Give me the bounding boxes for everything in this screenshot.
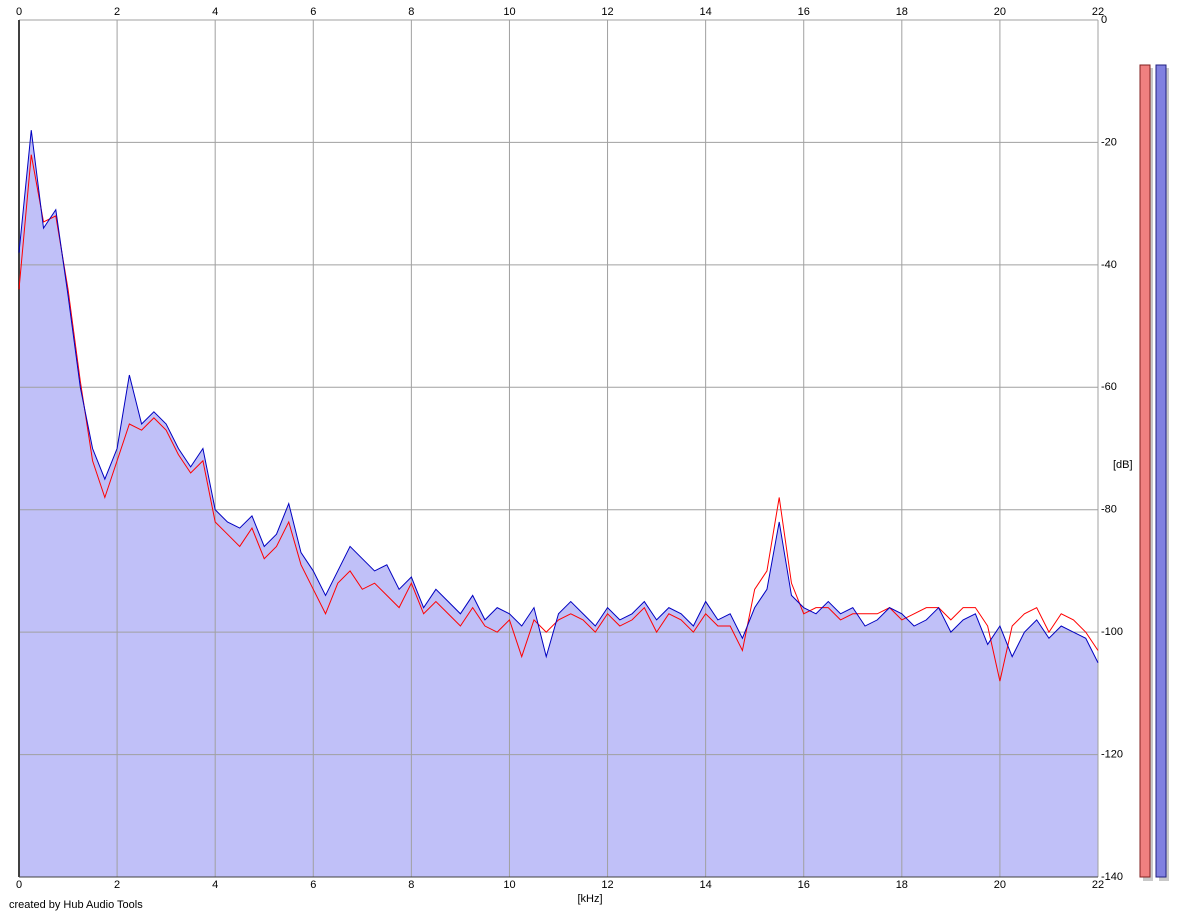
- x-tick-label-top: 8: [408, 6, 414, 18]
- x-tick-label-top: 2: [114, 6, 120, 18]
- x-tick-label-bottom: 22: [1092, 879, 1104, 891]
- x-tick-label-bottom: 20: [994, 879, 1006, 891]
- credit: created by Hub Audio Tools: [9, 899, 143, 911]
- x-tick-label-top: 0: [16, 6, 22, 18]
- x-tick-label-bottom: 0: [16, 879, 22, 891]
- y-tick-label: -100: [1101, 626, 1123, 638]
- x-tick-label-bottom: 14: [700, 879, 712, 891]
- meter-left: [1139, 64, 1151, 878]
- x-tick-label-top: 12: [601, 6, 613, 18]
- x-tick-label-top: 6: [310, 6, 316, 18]
- x-tick-label-top: 16: [798, 6, 810, 18]
- y-tick-label: -60: [1101, 381, 1117, 393]
- x-tick-label-bottom: 18: [896, 879, 908, 891]
- y-tick-label: -120: [1101, 748, 1123, 760]
- x-tick-label-bottom: 2: [114, 879, 120, 891]
- x-tick-label-top: 14: [700, 6, 712, 18]
- y-tick-label: -40: [1101, 259, 1117, 271]
- x-tick-label-top: 18: [896, 6, 908, 18]
- x-tick-label-top: 10: [503, 6, 515, 18]
- x-tick-label-bottom: 6: [310, 879, 316, 891]
- y-tick-label: 0: [1101, 14, 1107, 26]
- y-axis-label: [dB]: [1113, 459, 1133, 471]
- x-tick-label-bottom: 16: [798, 879, 810, 891]
- y-tick-label: -80: [1101, 504, 1117, 516]
- x-axis-label: [kHz]: [577, 893, 602, 905]
- y-tick-label: -140: [1101, 871, 1123, 883]
- spectrum-line: [18, 154, 1099, 682]
- x-tick-label-bottom: 10: [503, 879, 515, 891]
- spectrum-line: [18, 130, 1099, 663]
- y-tick-label: -20: [1101, 136, 1117, 148]
- spectrum-area: [19, 130, 1098, 877]
- x-tick-label-bottom: 12: [601, 879, 613, 891]
- x-tick-label-top: 20: [994, 6, 1006, 18]
- x-tick-label-bottom: 4: [212, 879, 218, 891]
- meter-right: [1155, 64, 1167, 878]
- x-tick-label-bottom: 8: [408, 879, 414, 891]
- x-tick-label-top: 4: [212, 6, 218, 18]
- x-tick-label-top: 22: [1092, 6, 1104, 18]
